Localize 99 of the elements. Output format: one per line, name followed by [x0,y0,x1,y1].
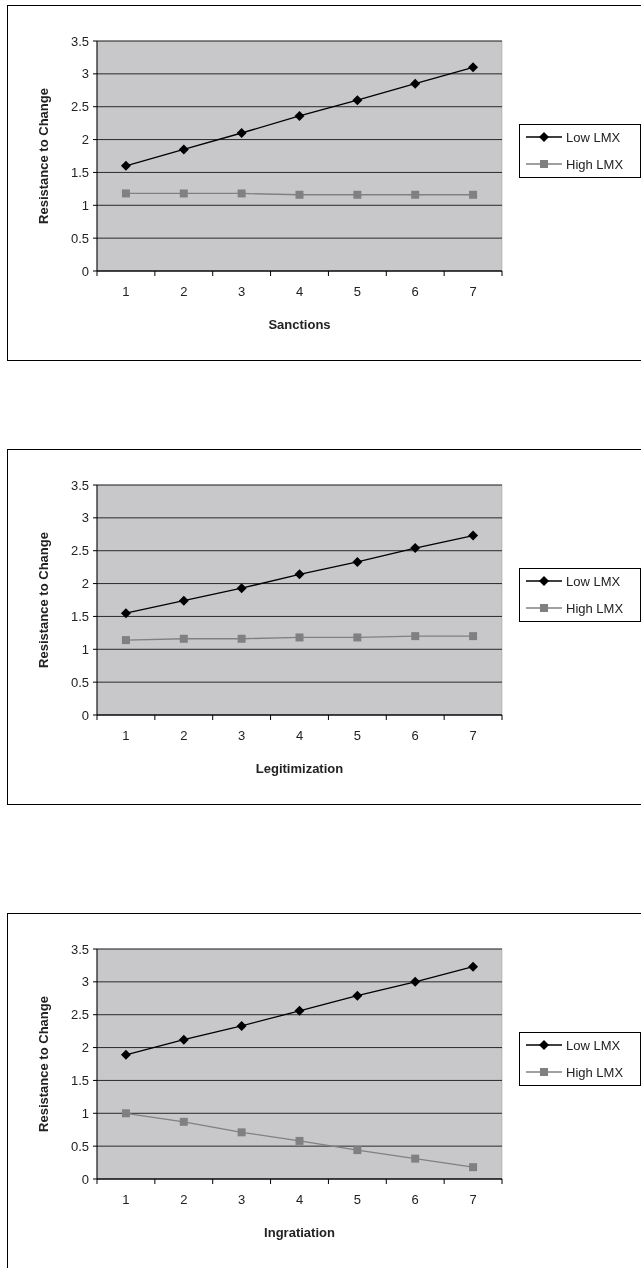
y-tick-label: 3 [81,974,89,990]
point [410,78,421,89]
x-axis-title: Ingratiation [264,1225,335,1240]
y-tick-label: 0 [81,263,89,279]
x-axis-title: Sanctions [268,317,331,332]
legend-label: Low LMX [566,129,621,145]
point [295,1136,304,1145]
y-tick-label: 1.5 [70,1072,89,1088]
y-tick-label: 1 [81,641,89,657]
point [120,160,131,171]
point [121,1109,130,1118]
point [469,190,478,199]
point [353,190,362,199]
point [411,1154,420,1163]
x-tick-label: 3 [238,284,246,299]
point [411,632,420,641]
y-axis-title: Resistance to Change [36,88,51,224]
point [352,990,363,1001]
point [178,595,189,606]
point [236,583,247,594]
y-tick-label: 3 [81,66,89,82]
y-tick-label: 1.5 [70,164,89,180]
point [236,1020,247,1031]
x-tick-label: 6 [411,728,419,743]
x-tick-label: 1 [122,728,130,743]
x-tick-label: 7 [469,284,477,299]
point [295,633,304,642]
legend-label: Low LMX [566,1037,621,1053]
point [178,144,189,155]
y-tick-label: 1.5 [70,608,89,624]
x-tick-label: 1 [122,284,130,299]
x-axis-title: Legitimization [255,761,344,776]
legend-label: High LMX [566,1064,624,1080]
y-tick-label: 0.5 [70,230,89,246]
x-tick-label: 4 [295,1192,304,1207]
y-tick-label: 2 [81,1040,89,1056]
x-tick-label: 5 [353,728,361,743]
point [353,633,362,642]
point [121,189,130,198]
y-axis-title: Resistance to Change [36,532,51,668]
y-tick-label: 2 [81,132,89,148]
x-tick-label: 7 [469,1192,477,1207]
y-tick-label: 1 [81,197,89,213]
point [410,976,421,987]
x-tick-label: 5 [353,284,361,299]
x-tick-label: 3 [238,728,246,743]
x-tick-label: 1 [122,1192,130,1207]
point [179,1117,188,1126]
point [469,1163,478,1172]
y-tick-label: 2.5 [70,1007,89,1023]
x-tick-label: 6 [411,1192,419,1207]
point [120,608,131,619]
y-tick-label: 0.5 [70,674,89,690]
x-tick-label: 6 [411,284,419,299]
point [120,1049,131,1060]
y-tick-label: 0 [81,1171,89,1187]
legend-label: High LMX [566,600,624,616]
legend-label: High LMX [566,156,624,172]
x-tick-label: 4 [295,728,304,743]
point [352,556,363,567]
y-tick-label: 3.5 [70,941,89,957]
y-tick-label: 1 [81,1105,89,1121]
x-tick-label: 2 [180,728,188,743]
point [352,95,363,106]
point [179,634,188,643]
point [237,634,246,643]
point [179,189,188,198]
x-tick-label: 2 [180,284,188,299]
x-tick-label: 3 [238,1192,246,1207]
point [178,1034,189,1045]
y-tick-label: 2.5 [70,543,89,559]
point [295,190,304,199]
y-tick-label: 0 [81,707,89,723]
point [294,1005,305,1016]
point [294,110,305,121]
y-tick-label: 3.5 [70,33,89,49]
x-tick-label: 2 [180,1192,188,1207]
y-tick-label: 0.5 [70,1138,89,1154]
point [410,543,421,554]
point [469,632,478,641]
point [411,190,420,199]
x-tick-label: 5 [353,1192,361,1207]
point [237,189,246,198]
point [121,636,130,645]
x-tick-label: 7 [469,728,477,743]
point [353,1146,362,1155]
point [468,62,479,73]
y-tick-label: 3.5 [70,477,89,493]
y-tick-label: 3 [81,510,89,526]
y-tick-label: 2.5 [70,99,89,115]
y-axis-title: Resistance to Change [36,996,51,1132]
y-tick-label: 2 [81,576,89,592]
point [236,128,247,138]
point [468,961,479,972]
point [294,569,305,580]
x-tick-label: 4 [295,284,304,299]
point [468,530,479,541]
point [237,1128,246,1137]
legend-label: Low LMX [566,573,621,589]
